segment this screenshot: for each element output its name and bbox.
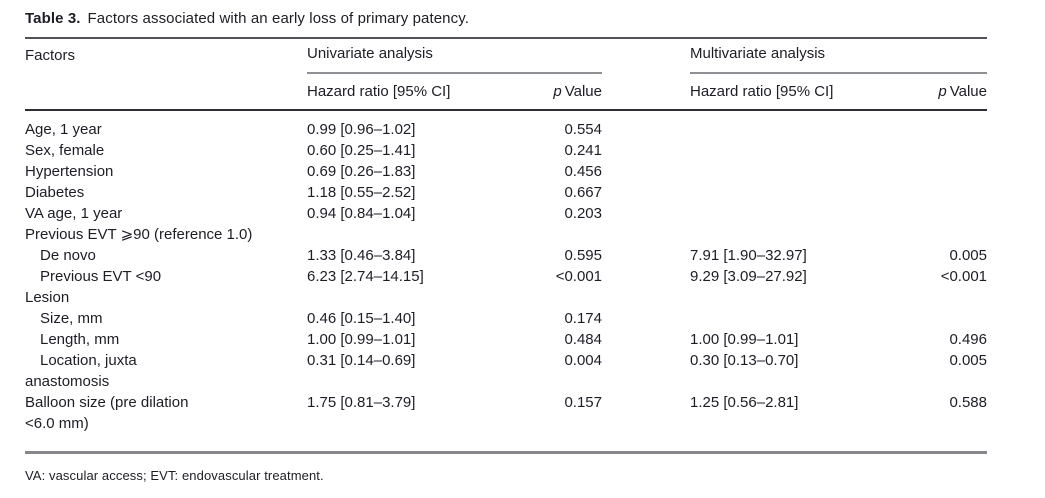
table-row: <6.0 mm) bbox=[25, 413, 987, 434]
table-row: anastomosis bbox=[25, 371, 987, 392]
header-group-row: Factors Univariate analysis Multivariate… bbox=[25, 39, 987, 74]
univariate-p-value-cell: 0.484 bbox=[564, 331, 602, 348]
multivariate-hazard-ratio-cell: 0.30 [0.13–0.70] bbox=[690, 352, 799, 369]
univariate-p-value-cell: <0.001 bbox=[555, 268, 602, 285]
table-row: Size, mm 0.46 [0.15–1.40] 0.174 bbox=[25, 308, 987, 329]
multivariate-p-value-cell: 0.496 bbox=[949, 331, 987, 348]
table-row: Previous EVT <90 6.23 [2.74–14.15] <0.001 9… bbox=[25, 266, 987, 287]
table-row: Hypertension 0.69 [0.26–1.83] 0.456 bbox=[25, 161, 987, 182]
table-figure: Table 3. Factors associated with an early… bbox=[25, 9, 987, 484]
table-number: Table 3. bbox=[25, 10, 81, 27]
univariate-hazard-ratio-cell: 0.69 [0.26–1.83] bbox=[307, 163, 416, 180]
header-gap bbox=[602, 102, 690, 109]
univariate-p-value-cell: 0.241 bbox=[564, 142, 602, 159]
table-footnote: VA: vascular access; EVT: endovascular t… bbox=[25, 468, 324, 483]
factor-cell: Size, mm bbox=[40, 310, 103, 327]
value-label: Value bbox=[564, 83, 602, 100]
factor-cell: Previous EVT ⩾90 (reference 1.0) bbox=[25, 226, 253, 243]
univariate-p-value-cell: 0.667 bbox=[564, 184, 602, 201]
factor-cell: De novo bbox=[40, 247, 96, 264]
factor-cell: Location, juxta bbox=[40, 352, 137, 369]
factor-cell: VA age, 1 year bbox=[25, 205, 123, 222]
multivariate-hazard-ratio-cell: 1.25 [0.56–2.81] bbox=[690, 394, 799, 411]
univariate-p-value-cell: 0.456 bbox=[564, 163, 602, 180]
column-group-univariate: Univariate analysis bbox=[307, 43, 602, 74]
header-sub-row: Hazard ratio [95% CI] p Value Hazard rati… bbox=[25, 74, 987, 109]
table-row: Previous EVT ⩾90 (reference 1.0) bbox=[25, 224, 987, 245]
table-row: VA age, 1 year 0.94 [0.84–1.04] 0.203 bbox=[25, 203, 987, 224]
table-row: Lesion bbox=[25, 287, 987, 308]
factor-cell: <6.0 mm) bbox=[25, 415, 89, 432]
table-top-rule bbox=[25, 37, 987, 39]
p-italic: p bbox=[553, 83, 562, 100]
univariate-hazard-ratio-cell: 1.18 [0.55–2.52] bbox=[307, 184, 416, 201]
factor-cell: Hypertension bbox=[25, 163, 114, 180]
table-title: Table 3. Factors associated with an early… bbox=[25, 9, 987, 29]
univariate-hazard-ratio-cell: 1.33 [0.46–3.84] bbox=[307, 247, 416, 264]
table-bottom-rule bbox=[25, 451, 987, 454]
multivariate-p-value-cell: 0.005 bbox=[949, 352, 987, 369]
table-row: Diabetes 1.18 [0.55–2.52] 0.667 bbox=[25, 182, 987, 203]
header-gap bbox=[602, 66, 690, 74]
header-empty-cell bbox=[25, 102, 307, 109]
column-header-factors: Factors bbox=[25, 47, 76, 64]
univariate-p-value-cell: 0.203 bbox=[564, 205, 602, 222]
table-row: De novo 1.33 [0.46–3.84] 0.595 7.91 [1.90–3… bbox=[25, 245, 987, 266]
table-row: Sex, female 0.60 [0.25–1.41] 0.241 bbox=[25, 140, 987, 161]
univariate-p-value-cell: 0.157 bbox=[564, 394, 602, 411]
table-row: Location, juxta 0.31 [0.14–0.69] 0.004 0.30… bbox=[25, 350, 987, 371]
table-row: Balloon size (pre dilation 1.75 [0.81–3.7… bbox=[25, 392, 987, 413]
factor-cell: Balloon size (pre dilation bbox=[25, 394, 189, 411]
multivariate-p-value-cell: <0.001 bbox=[940, 268, 987, 285]
univariate-hazard-ratio-cell: 0.99 [0.96–1.02] bbox=[307, 121, 416, 138]
univariate-p-value-header: p Value bbox=[482, 81, 602, 109]
multivariate-p-value-cell: 0.588 bbox=[949, 394, 987, 411]
table-row: Age, 1 year 0.99 [0.96–1.02] 0.554 bbox=[25, 119, 987, 140]
factor-cell: anastomosis bbox=[25, 373, 110, 390]
factor-cell: Age, 1 year bbox=[25, 121, 102, 138]
factor-cell: Previous EVT <90 bbox=[40, 268, 162, 285]
multivariate-hazard-ratio-cell: 1.00 [0.99–1.01] bbox=[690, 331, 799, 348]
univariate-hazard-ratio-cell: 1.00 [0.99–1.01] bbox=[307, 331, 416, 348]
multivariate-hazard-ratio-cell: 9.29 [3.09–27.92] bbox=[690, 268, 807, 285]
column-group-multivariate: Multivariate analysis bbox=[690, 43, 987, 74]
multivariate-p-value-header: p Value bbox=[865, 81, 987, 109]
univariate-p-value-cell: 0.174 bbox=[564, 310, 602, 327]
p-italic: p bbox=[938, 83, 947, 100]
univariate-hazard-ratio-cell: 0.94 [0.84–1.04] bbox=[307, 205, 416, 222]
multivariate-hazard-ratio-header: Hazard ratio [95% CI] bbox=[690, 83, 834, 100]
univariate-p-value-cell: 0.595 bbox=[564, 247, 602, 264]
table-row: Length, mm 1.00 [0.99–1.01] 0.484 1.00 [0.9… bbox=[25, 329, 987, 350]
univariate-p-value-cell: 0.554 bbox=[564, 121, 602, 138]
univariate-hazard-ratio-cell: 0.31 [0.14–0.69] bbox=[307, 352, 416, 369]
value-label: Value bbox=[949, 83, 987, 100]
table-caption: Factors associated with an early loss of… bbox=[87, 10, 469, 27]
multivariate-p-value-cell: 0.005 bbox=[949, 247, 987, 264]
univariate-hazard-ratio-cell: 1.75 [0.81–3.79] bbox=[307, 394, 416, 411]
header-bottom-rule bbox=[25, 109, 987, 111]
univariate-hazard-ratio-header: Hazard ratio [95% CI] bbox=[307, 83, 451, 100]
univariate-hazard-ratio-cell: 6.23 [2.74–14.15] bbox=[307, 268, 424, 285]
factor-cell: Sex, female bbox=[25, 142, 105, 159]
table-body: Age, 1 year 0.99 [0.96–1.02] 0.554 Sex, fem… bbox=[25, 111, 987, 434]
multivariate-hazard-ratio-cell: 7.91 [1.90–32.97] bbox=[690, 247, 807, 264]
factor-cell: Diabetes bbox=[25, 184, 85, 201]
univariate-hazard-ratio-cell: 0.60 [0.25–1.41] bbox=[307, 142, 416, 159]
univariate-p-value-cell: 0.004 bbox=[564, 352, 602, 369]
factor-cell: Lesion bbox=[25, 289, 70, 306]
factor-cell: Length, mm bbox=[40, 331, 120, 348]
univariate-hazard-ratio-cell: 0.46 [0.15–1.40] bbox=[307, 310, 416, 327]
